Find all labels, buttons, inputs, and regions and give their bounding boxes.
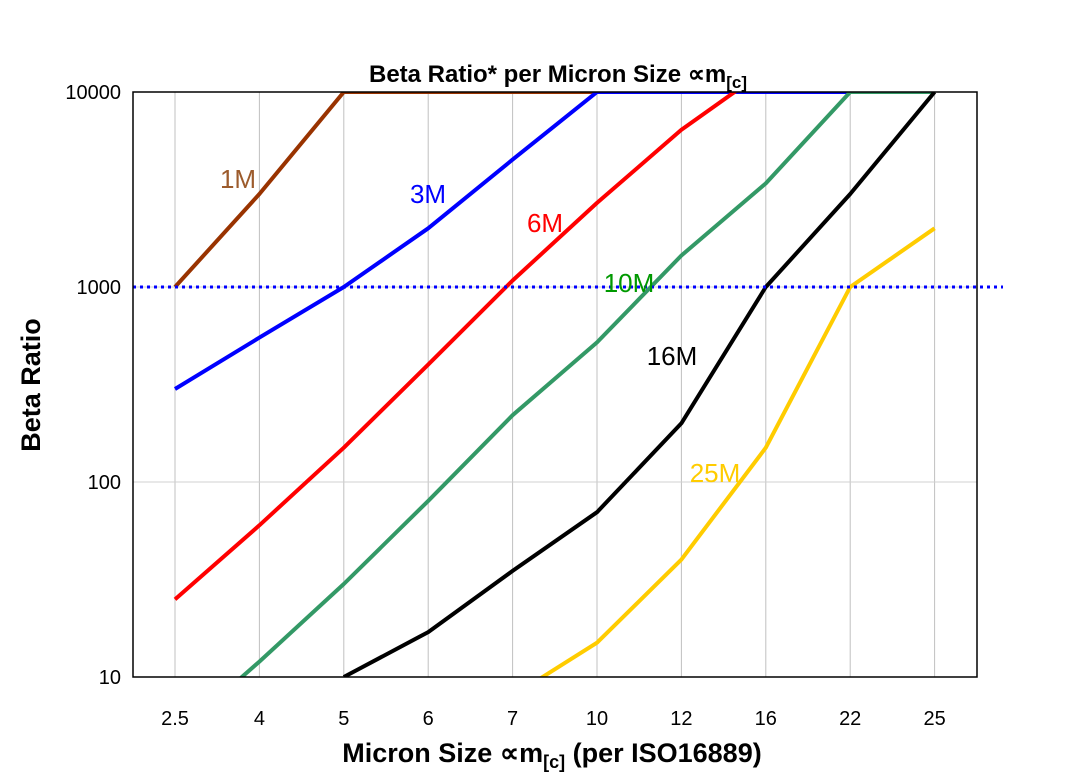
series-label-1M: 1M [220, 164, 256, 194]
y-tick-label: 10000 [65, 82, 121, 104]
series-line-16M [342, 92, 937, 677]
x-axis-title-subscript: [c] [543, 752, 565, 772]
series-label-16M: 16M [647, 341, 698, 371]
x-tick-label: 10 [586, 708, 608, 730]
chart-title-main: Beta Ratio* per Micron Size ∝m [369, 61, 726, 88]
series-line-6M [173, 92, 739, 601]
series-labels: 1M 3M 6M 10M 16M 25M [220, 164, 740, 488]
y-tick-label: 10 [99, 667, 121, 689]
x-tick-label: 12 [670, 708, 692, 730]
x-tick-label: 7 [507, 708, 518, 730]
x-tick-label: 25 [923, 708, 945, 730]
series-lines [173, 92, 937, 677]
x-tick-labels: 2.5 4 5 6 7 10 12 16 22 25 [161, 708, 946, 730]
x-tick-label: 6 [423, 708, 434, 730]
y-tick-label: 1000 [77, 277, 122, 299]
series-line-1M [173, 92, 597, 289]
chart-title: Beta Ratio* per Micron Size ∝m[c] [369, 61, 747, 92]
series-label-10M: 10M [604, 268, 655, 298]
x-axis-title: Micron Size ∝m[c] (per ISO16889) [342, 738, 761, 772]
y-tick-label: 100 [88, 472, 121, 494]
x-axis-title-suffix: (per ISO16889) [565, 738, 762, 768]
series-label-6M: 6M [527, 208, 563, 238]
y-axis-title: Beta Ratio [16, 318, 46, 452]
gridlines [133, 92, 977, 677]
x-axis-title-main: Micron Size ∝m [342, 738, 543, 768]
series-line-3M [173, 92, 851, 391]
series-line-10M [238, 92, 935, 677]
series-label-25M: 25M [690, 458, 741, 488]
chart-title-subscript: [c] [726, 73, 747, 92]
plot-area [133, 92, 977, 677]
x-tick-label: 4 [254, 708, 265, 730]
plot-border [132, 91, 978, 678]
x-tick-label: 16 [755, 708, 777, 730]
series-label-3M: 3M [410, 179, 446, 209]
series-line-25M [538, 226, 936, 677]
x-tick-label: 22 [839, 708, 861, 730]
x-tick-label: 2.5 [161, 708, 189, 730]
y-tick-labels: 10 100 1000 10000 [65, 82, 121, 689]
x-tick-label: 5 [338, 708, 349, 730]
